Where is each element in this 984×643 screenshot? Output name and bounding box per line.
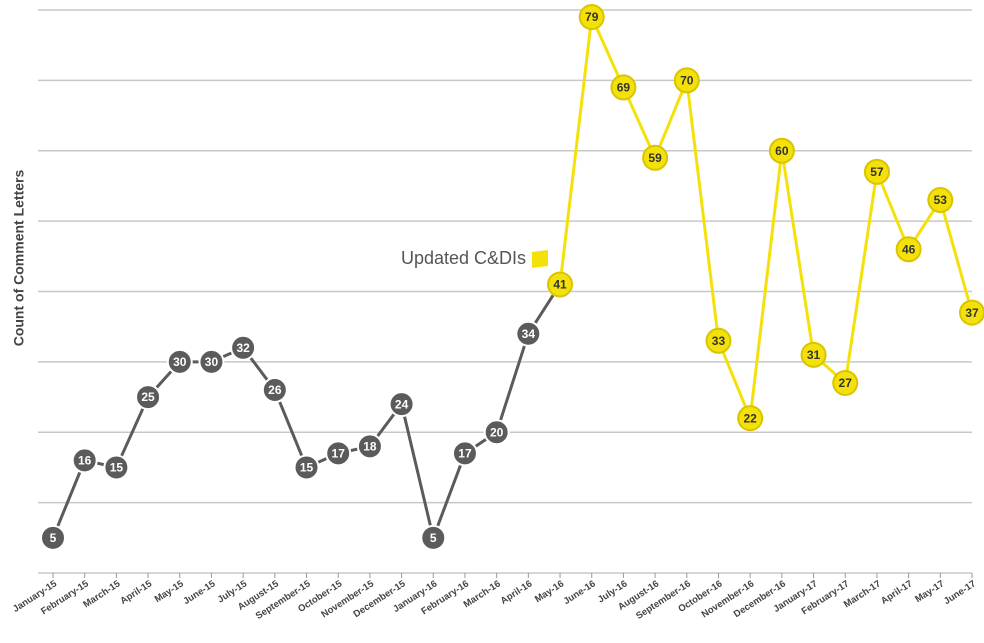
- data-label: 41: [553, 278, 567, 292]
- point: [40, 524, 66, 551]
- point: [705, 327, 732, 354]
- data-label: 15: [110, 461, 124, 475]
- x-tick-label: June-15: [181, 578, 218, 607]
- data-label: 5: [50, 531, 57, 545]
- data-label: 22: [743, 411, 757, 425]
- point: [135, 384, 162, 411]
- point: [451, 440, 478, 467]
- point: [863, 158, 890, 185]
- point: [832, 369, 859, 396]
- data-label: 59: [648, 151, 662, 165]
- point: [515, 320, 542, 347]
- data-label: 30: [173, 355, 187, 369]
- data-label: 26: [268, 383, 282, 397]
- point: [356, 433, 383, 460]
- point: [959, 299, 984, 326]
- point: [293, 454, 320, 481]
- x-tick-label: April-16: [499, 578, 535, 606]
- data-label: 18: [363, 439, 377, 453]
- point: [800, 341, 827, 368]
- data-label: 37: [965, 306, 979, 320]
- point: [927, 187, 954, 214]
- data-label: 5: [430, 531, 437, 545]
- y-axis-label: Count of Comment Letters: [11, 170, 27, 347]
- x-tick-label: April-15: [118, 578, 154, 607]
- data-label: 60: [775, 144, 789, 158]
- point: [768, 137, 795, 164]
- point: [261, 377, 288, 404]
- point: [483, 419, 510, 446]
- data-label: 16: [78, 454, 92, 468]
- data-label: 27: [839, 376, 853, 390]
- data-label: 53: [934, 193, 948, 207]
- data-label: 30: [205, 355, 219, 369]
- point: [610, 74, 637, 101]
- annotation: Updated C&DIs: [401, 248, 526, 268]
- point: [673, 67, 700, 94]
- data-label: 31: [807, 348, 821, 362]
- point: [420, 524, 447, 551]
- series-line: [51, 283, 562, 543]
- x-tick-label: June-16: [562, 578, 598, 607]
- x-tick-label: April-17: [879, 578, 915, 606]
- point: [642, 144, 669, 171]
- data-label: 24: [395, 397, 409, 411]
- data-label: 57: [870, 165, 884, 179]
- data-label: 17: [332, 447, 346, 461]
- x-tick-label: June-17: [942, 578, 978, 607]
- data-label: 33: [712, 334, 726, 348]
- point: [230, 334, 257, 361]
- data-label: 79: [585, 10, 599, 24]
- point: [388, 391, 415, 418]
- annotation-flag: [532, 250, 548, 268]
- point: [895, 236, 922, 263]
- x-tick-label: March-15: [81, 578, 123, 610]
- data-label: 34: [522, 327, 536, 341]
- point: [578, 4, 605, 31]
- data-label: 70: [680, 74, 694, 88]
- x-tick-label: May-17: [913, 578, 946, 605]
- data-label: 15: [300, 461, 314, 475]
- point: [325, 440, 352, 467]
- data-label: 25: [141, 390, 155, 404]
- point: [166, 348, 193, 375]
- point: [547, 271, 574, 298]
- point: [737, 405, 764, 432]
- x-tick-label: May-16: [533, 578, 566, 605]
- data-label: 69: [617, 81, 631, 95]
- point: [198, 348, 225, 375]
- point: [71, 447, 98, 474]
- data-label: 32: [236, 341, 250, 355]
- point: [103, 454, 130, 481]
- x-tick-label: May-15: [153, 578, 187, 605]
- data-label: 20: [490, 425, 504, 439]
- data-label: 17: [458, 447, 472, 461]
- data-label: 46: [902, 242, 916, 256]
